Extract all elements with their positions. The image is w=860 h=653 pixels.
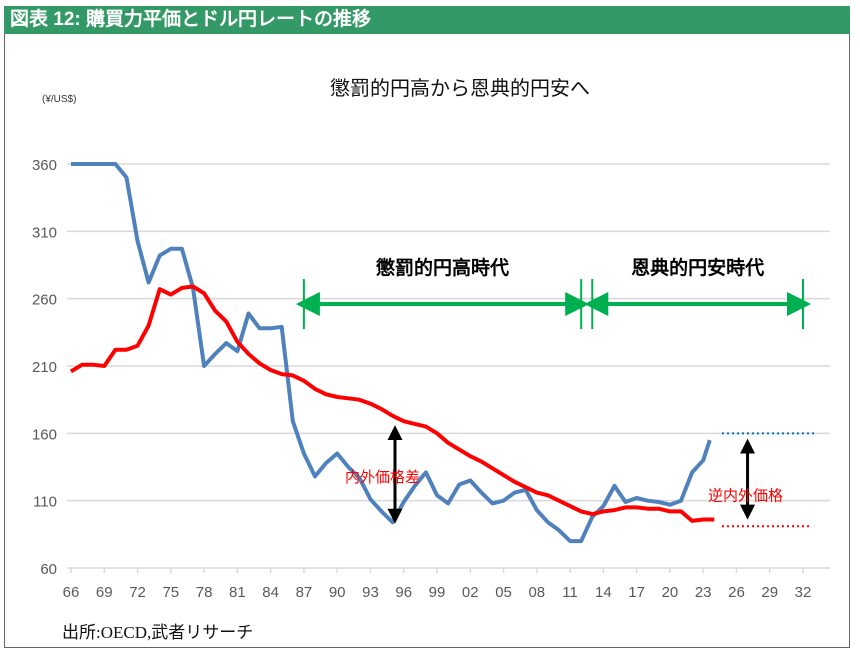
x-tick-label: 20 — [662, 584, 679, 601]
y-tick-label: 360 — [32, 157, 57, 174]
x-tick-label: 02 — [462, 584, 479, 601]
y-tick-label: 260 — [32, 292, 57, 309]
x-tick-label: 29 — [761, 584, 778, 601]
x-tick-label: 69 — [96, 584, 113, 601]
x-tick-label: 99 — [429, 584, 446, 601]
ppp-line — [69, 284, 715, 523]
y-tick-label: 210 — [32, 359, 57, 376]
y-tick-label: 110 — [33, 494, 57, 511]
x-tick-label: 66 — [63, 584, 80, 601]
x-tick-label: 14 — [595, 584, 612, 601]
gap2-label: 逆内外価格 — [708, 487, 783, 505]
x-tick-label: 90 — [329, 584, 346, 601]
x-tick-label: 84 — [262, 584, 279, 601]
period2-label: 恩典的円安時代 — [631, 256, 764, 279]
x-tick-label: 75 — [162, 584, 179, 601]
x-tick-label: 23 — [695, 584, 712, 601]
x-tick-label: 05 — [495, 584, 512, 601]
y-tick-label: 160 — [32, 426, 57, 443]
x-tick-label: 78 — [196, 584, 213, 601]
y-axis-label: (¥/US$) — [42, 94, 76, 105]
chart-frame — [4, 34, 850, 648]
period1-label: 懲罰的円高時代 — [375, 256, 509, 279]
x-tick-label: 93 — [362, 584, 379, 601]
x-tick-label: 11 — [562, 584, 578, 601]
x-tick-label: 08 — [528, 584, 545, 601]
x-tick-label: 26 — [728, 584, 745, 601]
y-tick-label: 60 — [40, 561, 57, 578]
x-tick-label: 81 — [229, 584, 246, 601]
source-note: 出所:OECD,武者リサーチ — [62, 623, 254, 642]
x-tick-label: 72 — [129, 584, 146, 601]
figure-title: 図表 12: 購買力平価とドル円レートの推移 — [4, 6, 850, 34]
x-tick-label: 32 — [795, 584, 812, 601]
x-tick-label: 96 — [395, 584, 412, 601]
y-tick-label: 310 — [32, 224, 57, 241]
chart-title: 懲罰的円高から恩典的円安へ — [330, 76, 590, 100]
x-tick-label: 87 — [296, 584, 313, 601]
gap1-label: 内外価格差 — [345, 468, 420, 486]
x-tick-label: 17 — [628, 584, 645, 601]
